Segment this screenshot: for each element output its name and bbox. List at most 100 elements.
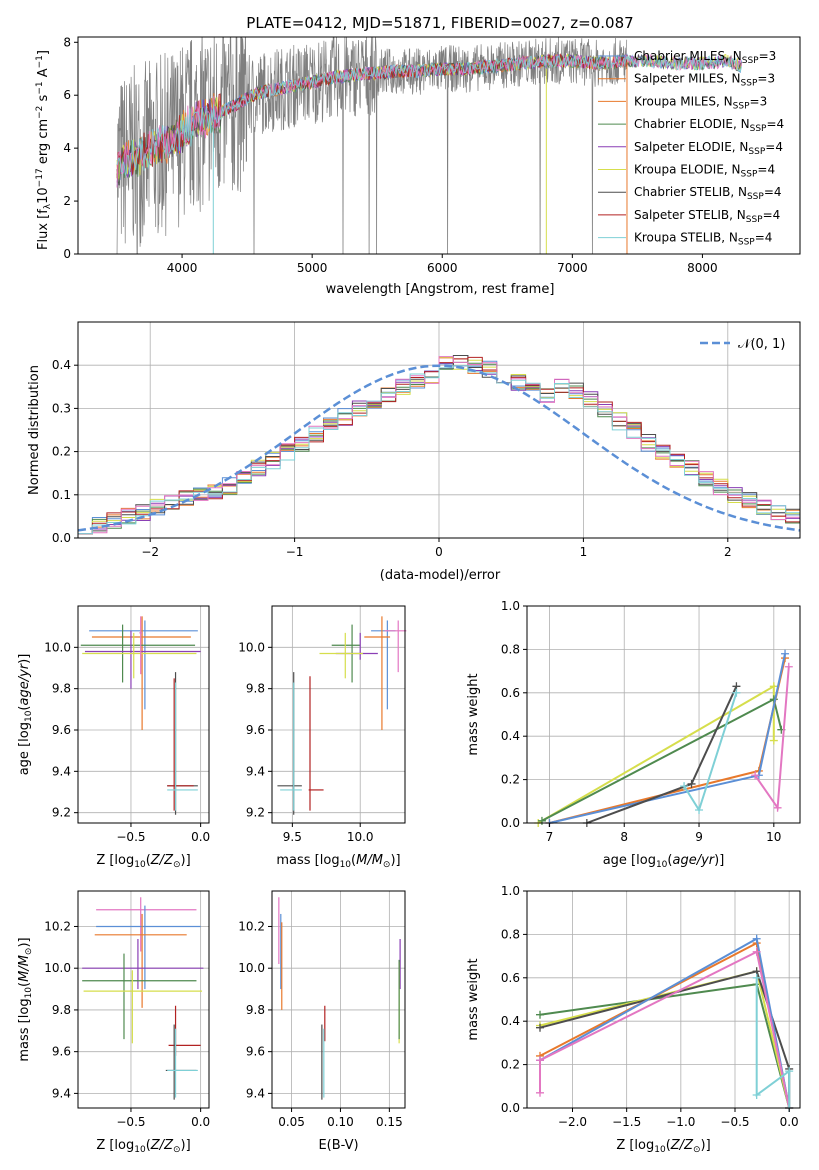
y-tick-label: 0.3 [52,401,71,415]
x-tick-label: −2 [141,545,159,559]
legend-entry: Chabrier ELODIE, NSSP=4 [634,117,784,134]
weight-marker [536,1088,544,1097]
weight-marker [752,947,761,956]
legend-entry: Kroupa STELIB, NSSP=4 [634,231,772,248]
axes-frame [77,36,801,255]
weight-line-cyan [683,692,738,813]
histogram-cyan [78,365,800,535]
weight-marker [536,1023,544,1032]
y-tick-label: 10.0 [238,961,265,975]
y-tick-label: 0.2 [501,1058,520,1072]
x-axis-label: Z [log10(Z/Z⊙)] [616,1138,710,1155]
y-tick-label: 9.8 [52,1003,71,1017]
y-tick-label: 1.0 [501,599,520,613]
y-tick-label: 0.6 [501,686,520,700]
y-tick-label: 0.4 [501,1014,520,1028]
weight-line-cyan [755,977,791,1108]
legend-entry: Kroupa ELODIE, NSSP=4 [634,163,775,180]
mass-vs-metallicity-panel: −0.5 0.0 9.4 9.6 9.8 10.0 10.2 Z [log10(Z/Z⊙)] m… [17,890,210,1155]
x-tick-label: 10.0 [347,830,374,844]
y-axis-label: mass weight [466,958,481,1040]
y-tick-label: 9.4 [246,1086,265,1100]
weight-line-pink [539,950,791,1109]
weight-line-yellow [537,684,775,824]
legend-entry: Kroupa MILES, NSSP=3 [634,94,767,111]
x-tick-label: −1 [286,545,304,559]
legend-entry: Chabrier MILES, NSSP=3 [634,49,776,66]
residuals-plot [78,355,800,535]
y-tick-label: 0.4 [501,729,520,743]
y-tick-label: 0.0 [52,531,71,545]
x-tick-label: 10 [766,830,781,844]
y-tick-label: 6 [63,88,71,102]
x-tick-label: 9 [695,830,703,844]
x-axis-label: age [log10(age/yr)] [603,853,725,870]
weight-marker [769,682,778,691]
y-tick-label: 9.6 [246,1045,265,1059]
y-tick-label: 0.6 [501,971,520,985]
weight-marker [752,973,761,982]
x-tick-label: −2.0 [558,1115,587,1129]
y-tick-label: 0.0 [501,816,520,830]
weight-marker [773,803,782,812]
legend-entry: Chabrier STELIB, NSSP=4 [634,185,782,202]
y-tick-label: 9.4 [246,764,265,778]
y-tick-label: 0.0 [501,1101,520,1115]
weight-line-orange [539,941,791,1109]
x-tick-label: 8000 [687,261,718,275]
y-tick-label: 10.0 [44,961,71,975]
y-tick-label: 4 [63,141,71,155]
x-tick-label: −0.5 [720,1115,749,1129]
weight-marker [781,649,790,658]
x-tick-label: 0.0 [780,1115,799,1129]
y-tick-label: 9.4 [52,764,71,778]
spectrum-data-line [116,37,628,254]
weight-line-green [541,697,783,822]
weight-marker [751,771,760,780]
weight-marker [687,779,696,788]
spectrum-panel: 4000 5000 6000 7000 8000 0 2 4 6 8 wavelength [Ang… [35,35,801,297]
y-tick-label: 10.0 [44,640,71,654]
x-axis-label: Z [log10(Z/Z⊙)] [96,853,190,870]
spectrum-plot [116,37,742,254]
legend-entry: 𝒩(0, 1) [738,337,785,352]
y-tick-label: 9.8 [52,682,71,696]
y-tick-label: 10.0 [238,640,265,654]
y-tick-label: 9.2 [52,806,71,820]
y-tick-label: 0.1 [52,488,71,502]
y-tick-label: 9.6 [52,1045,71,1059]
x-tick-label: 0.10 [327,1115,354,1129]
y-tick-label: 10.2 [44,919,71,933]
x-tick-label: −1.5 [612,1115,641,1129]
legend-entry: Salpeter MILES, NSSP=3 [634,72,775,89]
mass-vs-extinction-panel: 0.05 0.10 0.15 9.4 9.6 9.8 10.0 10.2 E(B-V) [238,890,406,1153]
weight-marker [784,662,793,671]
weight-marker [752,934,761,943]
age-vs-mass-panel: 9.5 10.0 9.2 9.4 9.6 9.8 10.0 mass [log10(M/M⊙)… [238,605,407,870]
y-tick-label: 0.2 [501,773,520,787]
axes-frame [271,605,406,824]
weight-marker [695,805,704,814]
weight-marker [536,1056,544,1065]
x-axis-label: (data-model)/error [380,568,501,583]
y-axis-label: Flux [fλ10−17 erg cm−2 s−1 A−1] [35,50,53,250]
weight-line-green [539,983,791,1109]
y-tick-label: 9.4 [52,1086,71,1100]
weight-marker [536,1010,544,1019]
y-tick-label: 9.6 [246,723,265,737]
x-tick-label: 1 [580,545,588,559]
x-tick-label: 4000 [167,261,198,275]
x-axis-label: wavelength [Angstrom, rest frame] [326,282,555,297]
x-tick-label: 0.0 [191,830,210,844]
weight-vs-age-panel: 7 8 9 10 0.0 0.2 0.4 0.6 0.8 1.0 mass weight age [l… [466,599,801,870]
x-tick-label: 2 [724,545,732,559]
x-axis-label: mass [log10(M/M⊙)] [276,853,400,870]
y-axis-label: age [log10(age/yr)] [17,654,34,776]
y-tick-label: 0.2 [52,445,71,459]
age-vs-metallicity-panel: −0.5 0.0 9.2 9.4 9.6 9.8 10.0 Z [log10(Z/Z⊙)] ag… [17,605,210,870]
y-tick-label: 2 [63,194,71,208]
x-tick-label: −1.0 [666,1115,695,1129]
x-tick-label: 6000 [427,261,458,275]
y-tick-label: 8 [63,35,71,49]
